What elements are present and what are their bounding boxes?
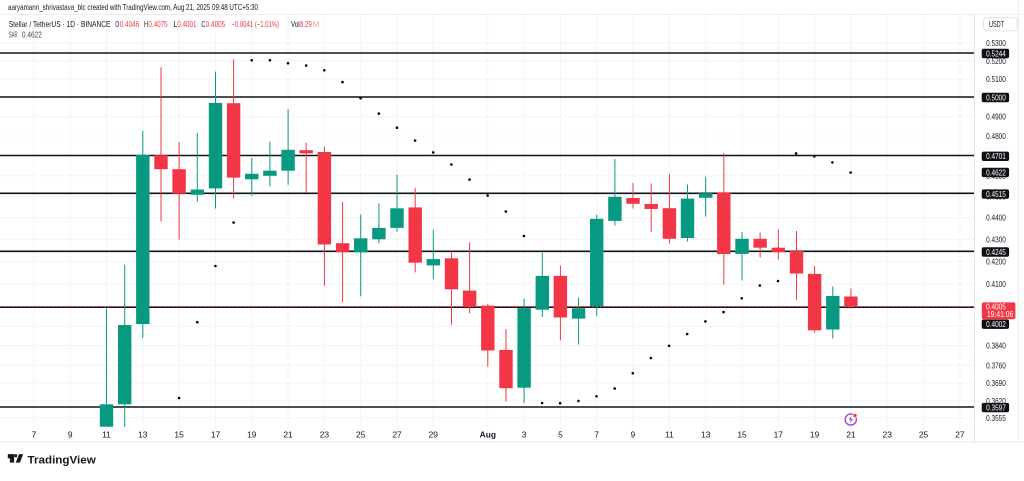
svg-text:0.5100: 0.5100 xyxy=(986,74,1006,84)
svg-text:0.3760: 0.3760 xyxy=(986,360,1006,370)
svg-text:23: 23 xyxy=(883,430,893,440)
svg-text:11: 11 xyxy=(102,430,111,440)
svg-text:0.4900: 0.4900 xyxy=(986,112,1006,122)
svg-text:C: C xyxy=(201,20,205,29)
svg-text:23: 23 xyxy=(320,430,330,440)
svg-text:21: 21 xyxy=(283,430,293,440)
svg-text:7: 7 xyxy=(32,430,37,440)
svg-text:11: 11 xyxy=(665,430,674,440)
svg-text:9: 9 xyxy=(68,430,73,440)
svg-text:0.4701: 0.4701 xyxy=(986,151,1006,161)
svg-text:0.4002: 0.4002 xyxy=(986,319,1006,329)
svg-text:0.4300: 0.4300 xyxy=(986,234,1006,244)
svg-text:0.4515: 0.4515 xyxy=(986,189,1006,199)
svg-text:L: L xyxy=(173,20,177,29)
svg-text:13: 13 xyxy=(701,430,711,440)
svg-text:19: 19 xyxy=(810,430,820,440)
svg-text:0.4622: 0.4622 xyxy=(986,167,1006,177)
svg-text:25: 25 xyxy=(919,430,929,440)
svg-text:0.4800: 0.4800 xyxy=(986,131,1006,141)
svg-text:0.5000: 0.5000 xyxy=(986,92,1006,102)
svg-text:3: 3 xyxy=(522,430,527,440)
svg-text:21: 21 xyxy=(846,430,856,440)
svg-text:Vol: Vol xyxy=(291,20,300,29)
svg-text:0.5300: 0.5300 xyxy=(986,38,1006,48)
svg-text:7: 7 xyxy=(594,430,599,440)
svg-text:29: 29 xyxy=(429,430,439,440)
svg-text:17: 17 xyxy=(211,430,221,440)
svg-text:27: 27 xyxy=(955,430,965,440)
svg-text:13: 13 xyxy=(138,430,148,440)
svg-text:27: 27 xyxy=(392,430,402,440)
svg-text:0.5244: 0.5244 xyxy=(986,48,1006,58)
svg-text:O: O xyxy=(115,20,119,29)
svg-text:0.4075: 0.4075 xyxy=(148,20,168,29)
svg-text:H: H xyxy=(144,20,148,29)
svg-text:0.3620: 0.3620 xyxy=(986,396,1006,406)
svg-text:0.4005: 0.4005 xyxy=(206,20,226,29)
svg-text:8.29: 8.29 xyxy=(300,20,312,29)
svg-text:0.3840: 0.3840 xyxy=(986,341,1006,351)
svg-text:0.3555: 0.3555 xyxy=(986,413,1006,423)
svg-text:SAR: SAR xyxy=(9,31,18,40)
svg-text:25: 25 xyxy=(356,430,366,440)
svg-text:Aug: Aug xyxy=(480,430,496,440)
svg-text:0.4001: 0.4001 xyxy=(177,20,197,29)
svg-text:0.5200: 0.5200 xyxy=(986,56,1006,66)
svg-text:15: 15 xyxy=(174,430,184,440)
svg-text:0.4046: 0.4046 xyxy=(120,20,140,29)
svg-text:TradingView: TradingView xyxy=(28,454,97,466)
svg-text:19:41:06: 19:41:06 xyxy=(987,309,1014,319)
svg-text:0.4005: 0.4005 xyxy=(986,301,1006,311)
svg-text:0.4200: 0.4200 xyxy=(986,256,1006,266)
svg-text:5: 5 xyxy=(558,430,563,440)
svg-text:0.3690: 0.3690 xyxy=(986,378,1006,388)
svg-text:17: 17 xyxy=(774,430,784,440)
svg-text:aaryamann_shrivastava_blc crea: aaryamann_shrivastava_blc created with T… xyxy=(8,3,258,12)
svg-text:15: 15 xyxy=(737,430,747,440)
svg-text:M: M xyxy=(313,20,320,29)
svg-text:0.4622: 0.4622 xyxy=(22,31,42,40)
svg-text:0.3597: 0.3597 xyxy=(986,403,1006,413)
svg-text:USDT: USDT xyxy=(989,20,1004,29)
svg-text:Stellar / TetherUS · 1D · BINA: Stellar / TetherUS · 1D · BINANCE xyxy=(9,20,111,29)
svg-text:0.4400: 0.4400 xyxy=(986,213,1006,223)
svg-text:−0.0041 (−1.01%): −0.0041 (−1.01%) xyxy=(231,20,279,29)
svg-text:19: 19 xyxy=(247,430,257,440)
svg-text:9: 9 xyxy=(631,430,636,440)
svg-text:0.4100: 0.4100 xyxy=(986,279,1006,289)
svg-text:0.4245: 0.4245 xyxy=(986,247,1006,257)
